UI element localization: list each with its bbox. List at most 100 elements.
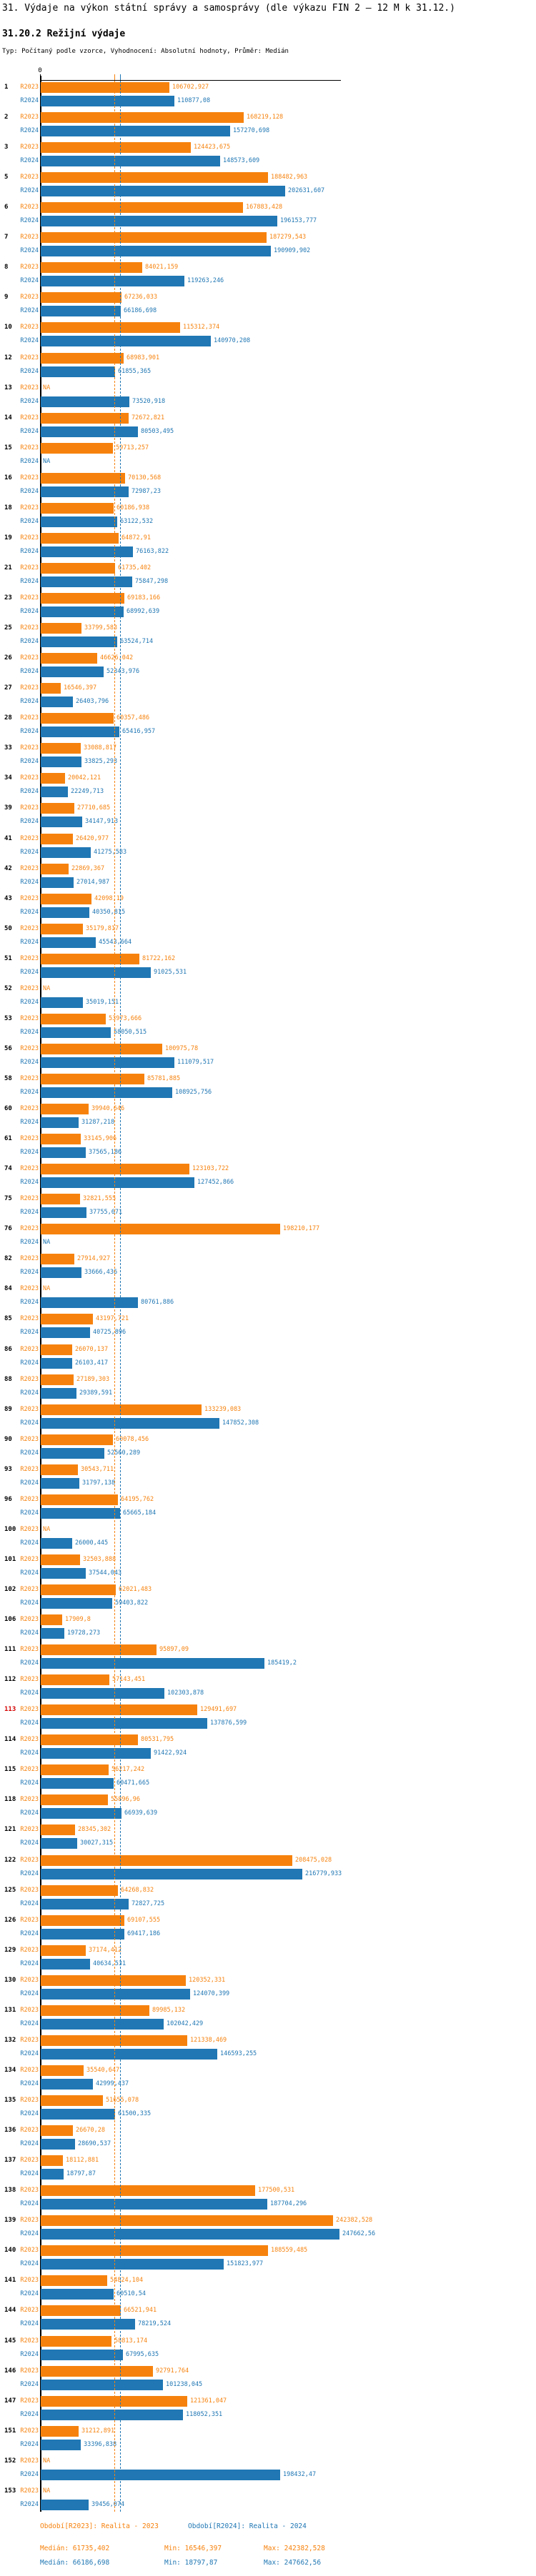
row-id-label-58: 58 <box>4 1075 12 1082</box>
value-label-r2023-row-90: 60078,456 <box>116 1436 149 1443</box>
series-label-r2023-row-18: R2023 <box>20 504 39 511</box>
bar-r2024-row-9 <box>41 306 121 316</box>
value-label-r2023-row-43: 42098,19 <box>94 895 124 902</box>
series-label-r2024-row-126: R2024 <box>20 1930 39 1937</box>
value-label-r2024-row-131: 102042,429 <box>167 2020 204 2027</box>
series-label-r2024-row-3: R2024 <box>20 157 39 164</box>
series-label-r2024-row-147: R2024 <box>20 2411 39 2418</box>
y-axis-line <box>40 76 41 2512</box>
row-id-label-5: 5 <box>4 174 9 181</box>
value-label-r2024-row-113: 137876,599 <box>210 1719 247 1727</box>
series-label-r2024-row-101: R2024 <box>20 1569 39 1577</box>
value-label-r2024-row-144: 78219,524 <box>138 2320 172 2327</box>
series-label-r2024-row-75: R2024 <box>20 1209 39 1216</box>
value-label-r2023-row-33: 33088,817 <box>84 744 117 752</box>
value-label-r2024-row-82: 33666,436 <box>84 1269 118 1276</box>
bar-r2024-row-114 <box>41 1748 151 1759</box>
series-label-r2024-row-139: R2024 <box>20 2230 39 2237</box>
series-label-r2023-row-12: R2023 <box>20 354 39 361</box>
bar-r2023-row-60 <box>41 1104 89 1114</box>
value-label-r2024-row-12: 61855,365 <box>118 368 152 375</box>
bar-r2023-row-131 <box>41 2005 149 2016</box>
bar-r2023-row-41 <box>41 834 73 844</box>
row-id-label-84: 84 <box>4 1285 12 1292</box>
bar-r2024-row-129 <box>41 1959 90 1970</box>
bar-r2024-row-75 <box>41 1207 86 1218</box>
value-label-r2024-row-145: 67995,635 <box>126 2351 159 2358</box>
bar-r2024-row-23 <box>41 606 124 617</box>
bar-r2023-row-5 <box>41 172 268 183</box>
bar-r2024-row-3 <box>41 156 220 166</box>
row-id-label-141: 141 <box>4 2277 16 2284</box>
value-label-r2023-row-136: 26670,28 <box>76 2127 105 2134</box>
bar-r2023-row-151 <box>41 2426 79 2437</box>
value-label-r2024-row-130: 124070,399 <box>193 1990 230 1997</box>
row-id-label-19: 19 <box>4 534 12 541</box>
row-id-label-33: 33 <box>4 744 12 752</box>
series-label-r2024-row-113: R2024 <box>20 1719 39 1727</box>
value-label-r2024-row-132: 146593,255 <box>220 2050 257 2057</box>
legend-r2024: Období[R2024]: Realita - 2024 <box>188 2522 307 2530</box>
series-label-r2023-row-28: R2023 <box>20 714 39 722</box>
value-label-r2023-row-132: 121338,469 <box>190 2037 227 2044</box>
bar-r2023-row-58 <box>41 1074 144 1084</box>
series-label-r2023-row-74: R2023 <box>20 1165 39 1172</box>
series-label-r2024-row-8: R2024 <box>20 277 39 284</box>
bar-r2023-row-21 <box>41 563 115 574</box>
value-label-r2023-row-27: 16546,397 <box>64 684 97 692</box>
bar-r2023-row-130 <box>41 1975 186 1986</box>
bar-r2023-row-82 <box>41 1254 74 1264</box>
series-label-r2024-row-25: R2024 <box>20 638 39 645</box>
bar-r2024-row-115 <box>41 1778 114 1789</box>
series-label-r2023-row-144: R2023 <box>20 2307 39 2314</box>
value-label-r2023-row-12: 68983,901 <box>126 354 160 361</box>
series-label-r2023-row-102: R2023 <box>20 1586 39 1593</box>
bar-r2023-row-147 <box>41 2396 187 2407</box>
series-label-r2024-row-10: R2024 <box>20 337 39 344</box>
series-label-r2024-row-111: R2024 <box>20 1659 39 1667</box>
value-label-r2023-row-56: 100975,78 <box>165 1045 199 1052</box>
value-label-r2024-row-50: 45543,664 <box>99 939 132 946</box>
series-label-r2023-row-130: R2023 <box>20 1977 39 1984</box>
value-label-r2023-row-113: 129491,697 <box>200 1706 237 1713</box>
series-label-r2023-row-121: R2023 <box>20 1826 39 1833</box>
value-label-r2023-row-8: 84021,159 <box>145 264 179 271</box>
value-label-r2024-row-139: 247662,56 <box>342 2230 376 2237</box>
row-id-label-39: 39 <box>4 804 12 812</box>
series-label-r2023-row-135: R2023 <box>20 2097 39 2104</box>
series-label-r2023-row-76: R2023 <box>20 1225 39 1232</box>
value-label-r2024-row-8: 119263,246 <box>187 277 224 284</box>
series-label-r2024-row-61: R2024 <box>20 1149 39 1156</box>
row-id-label-2: 2 <box>4 114 9 121</box>
series-label-r2024-row-51: R2024 <box>20 969 39 976</box>
value-label-r2024-row-23: 68992,639 <box>126 608 160 615</box>
series-label-r2024-row-122: R2024 <box>20 1870 39 1877</box>
series-label-r2023-row-56: R2023 <box>20 1045 39 1052</box>
row-id-label-75: 75 <box>4 1195 12 1202</box>
series-label-r2023-row-96: R2023 <box>20 1496 39 1503</box>
series-label-r2024-row-121: R2024 <box>20 1839 39 1847</box>
value-label-r2023-row-111: 95897,09 <box>159 1646 189 1653</box>
bar-r2024-row-2 <box>41 126 230 136</box>
bar-r2023-row-132 <box>41 2035 187 2046</box>
series-label-r2024-row-141: R2024 <box>20 2290 39 2297</box>
series-label-r2024-row-137: R2024 <box>20 2170 39 2177</box>
bar-r2024-row-136 <box>41 2139 75 2150</box>
row-id-label-125: 125 <box>4 1887 16 1894</box>
series-label-r2023-row-1: R2023 <box>20 84 39 91</box>
bar-r2023-row-138 <box>41 2185 255 2196</box>
bar-r2023-row-27 <box>41 683 61 694</box>
value-label-r2024-row-136: 28690,537 <box>78 2140 111 2147</box>
bar-r2024-row-153 <box>41 2500 89 2510</box>
value-label-r2023-row-84: NA <box>43 1285 51 1292</box>
bar-r2024-row-19 <box>41 546 133 557</box>
value-label-r2024-row-9: 66186,698 <box>124 307 157 314</box>
zero-tick <box>40 74 41 80</box>
bar-r2023-row-86 <box>41 1344 72 1355</box>
row-id-label-42: 42 <box>4 865 12 872</box>
row-id-label-16: 16 <box>4 474 12 481</box>
bar-r2023-row-56 <box>41 1044 162 1054</box>
value-label-r2024-row-118: 66939,639 <box>124 1809 158 1817</box>
bar-r2023-row-141 <box>41 2275 107 2286</box>
value-label-r2024-row-96: 65665,184 <box>123 1509 157 1517</box>
